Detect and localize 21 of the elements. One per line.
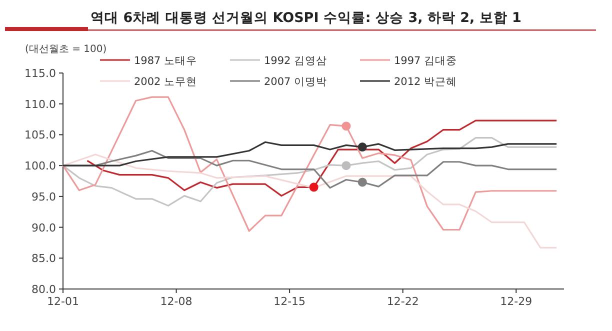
chart-title: 역대 6차례 대통령 선거월의 KOSPI 수익률: 상승 3, 하락 2, 보합 1	[90, 10, 522, 26]
y-tick-label: 110.0	[24, 98, 56, 111]
x-tick-label: 12-22	[386, 295, 419, 308]
x-tick-label: 12-08	[160, 295, 192, 308]
y-tick-label: 95.0	[32, 190, 56, 204]
y-tick-label: 105.0	[24, 128, 56, 142]
legend-label: 1987 노태우	[134, 55, 198, 67]
legend-label: 2007 이명박	[264, 76, 328, 88]
y-axis-title: (대선월초 = 100)	[25, 44, 107, 55]
y-tick-label: 85.0	[32, 252, 56, 266]
x-tick-label: 12-15	[274, 295, 306, 308]
legend-label: 1997 김대중	[394, 55, 458, 67]
x-tick-label: 12-29	[500, 295, 532, 308]
legend-label: 2012 박근혜	[394, 76, 458, 88]
y-tick-label: 80.0	[32, 283, 56, 296]
y-tick-label: 115.0	[24, 67, 56, 80]
legend-label: 1992 김영삼	[264, 55, 328, 67]
y-tick-label: 90.0	[32, 221, 56, 234]
legend-label: 2002 노무현	[134, 76, 198, 88]
x-tick-label: 12-01	[47, 295, 79, 308]
y-tick-label: 100.0	[24, 160, 56, 173]
